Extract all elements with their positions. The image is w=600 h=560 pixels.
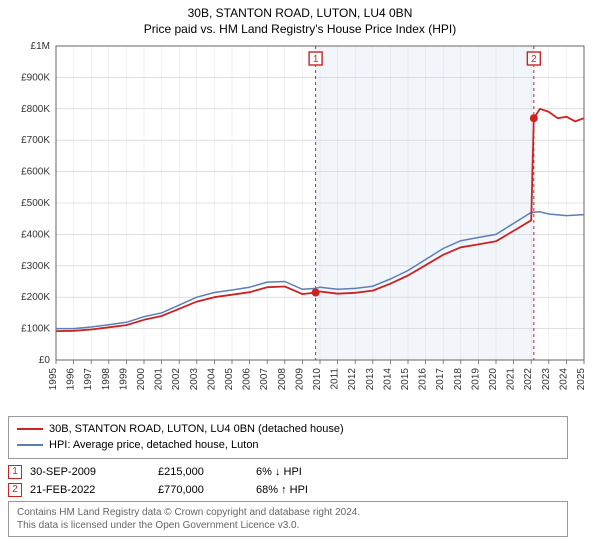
sale-records: 1 30-SEP-2009 £215,000 6% ↓ HPI 2 21-FEB… <box>8 465 592 497</box>
sale-price-1: £215,000 <box>158 466 248 478</box>
sale-pct-2: 68% ↑ HPI <box>256 484 416 496</box>
svg-text:1: 1 <box>313 54 319 65</box>
footer-line-2: This data is licensed under the Open Gov… <box>17 519 559 532</box>
footer-attribution: Contains HM Land Registry data © Crown c… <box>8 501 568 537</box>
svg-text:2022: 2022 <box>523 367 534 390</box>
svg-text:2023: 2023 <box>541 367 552 390</box>
legend-label-hpi: HPI: Average price, detached house, Luto… <box>49 437 259 454</box>
svg-text:2010: 2010 <box>312 367 323 390</box>
svg-text:£700K: £700K <box>21 135 50 146</box>
svg-text:£0: £0 <box>39 355 51 366</box>
sale-marker-1-icon: 1 <box>8 465 22 479</box>
sale-price-2: £770,000 <box>158 484 248 496</box>
legend-row-hpi: HPI: Average price, detached house, Luto… <box>17 437 559 454</box>
svg-text:£100K: £100K <box>21 323 50 334</box>
svg-text:2021: 2021 <box>506 367 517 390</box>
svg-text:2020: 2020 <box>488 367 499 390</box>
chart-svg: £0 £100K £200K £300K £400K £500K £600K £700K £80… <box>8 40 592 412</box>
svg-text:£1M: £1M <box>31 41 50 52</box>
legend-swatch-price-paid <box>17 428 43 430</box>
chart-container: 30B, STANTON ROAD, LUTON, LU4 0BN Price … <box>0 0 600 560</box>
svg-text:£800K: £800K <box>21 103 50 114</box>
svg-text:2013: 2013 <box>365 367 376 390</box>
svg-text:2018: 2018 <box>453 367 464 390</box>
svg-text:2005: 2005 <box>224 367 235 390</box>
svg-text:2007: 2007 <box>259 367 270 390</box>
sale-row-1: 1 30-SEP-2009 £215,000 6% ↓ HPI <box>8 465 592 479</box>
svg-text:1998: 1998 <box>101 367 112 390</box>
legend-row-price-paid: 30B, STANTON ROAD, LUTON, LU4 0BN (detac… <box>17 421 559 438</box>
svg-text:2008: 2008 <box>277 367 288 390</box>
chart-title: 30B, STANTON ROAD, LUTON, LU4 0BN <box>8 6 592 22</box>
svg-text:1995: 1995 <box>48 367 59 390</box>
svg-text:£900K: £900K <box>21 72 50 83</box>
svg-text:2015: 2015 <box>400 367 411 390</box>
legend-box: 30B, STANTON ROAD, LUTON, LU4 0BN (detac… <box>8 416 568 459</box>
svg-text:2004: 2004 <box>206 367 217 390</box>
svg-text:£500K: £500K <box>21 198 50 209</box>
legend-swatch-hpi <box>17 444 43 446</box>
sale-date-2: 21-FEB-2022 <box>30 484 150 496</box>
svg-text:2006: 2006 <box>242 367 253 390</box>
svg-text:2024: 2024 <box>558 367 569 390</box>
chart-subtitle: Price paid vs. HM Land Registry's House … <box>8 22 592 36</box>
svg-text:2: 2 <box>531 54 537 65</box>
svg-text:1996: 1996 <box>66 367 77 390</box>
svg-text:2011: 2011 <box>330 367 341 389</box>
svg-text:2009: 2009 <box>294 367 305 390</box>
sale-marker-2-icon: 2 <box>8 483 22 497</box>
svg-text:2017: 2017 <box>435 367 446 390</box>
sale-row-2: 2 21-FEB-2022 £770,000 68% ↑ HPI <box>8 483 592 497</box>
svg-text:2000: 2000 <box>136 367 147 390</box>
sale-pct-1: 6% ↓ HPI <box>256 466 416 478</box>
svg-text:2014: 2014 <box>382 367 393 390</box>
svg-text:2003: 2003 <box>189 367 200 390</box>
footer-line-1: Contains HM Land Registry data © Crown c… <box>17 506 559 519</box>
svg-text:£300K: £300K <box>21 260 50 271</box>
svg-text:£600K: £600K <box>21 166 50 177</box>
sale-date-1: 30-SEP-2009 <box>30 466 150 478</box>
svg-text:2002: 2002 <box>171 367 182 390</box>
svg-text:2019: 2019 <box>470 367 481 390</box>
chart-area: £0 £100K £200K £300K £400K £500K £600K £700K £80… <box>8 40 592 412</box>
svg-text:2025: 2025 <box>576 367 587 390</box>
svg-text:2016: 2016 <box>418 367 429 390</box>
legend-label-price-paid: 30B, STANTON ROAD, LUTON, LU4 0BN (detac… <box>49 421 344 438</box>
svg-text:2012: 2012 <box>347 367 358 390</box>
svg-text:1999: 1999 <box>118 367 129 390</box>
svg-text:2001: 2001 <box>154 367 165 390</box>
svg-text:£200K: £200K <box>21 292 50 303</box>
svg-text:1997: 1997 <box>83 367 94 390</box>
svg-text:£400K: £400K <box>21 229 50 240</box>
